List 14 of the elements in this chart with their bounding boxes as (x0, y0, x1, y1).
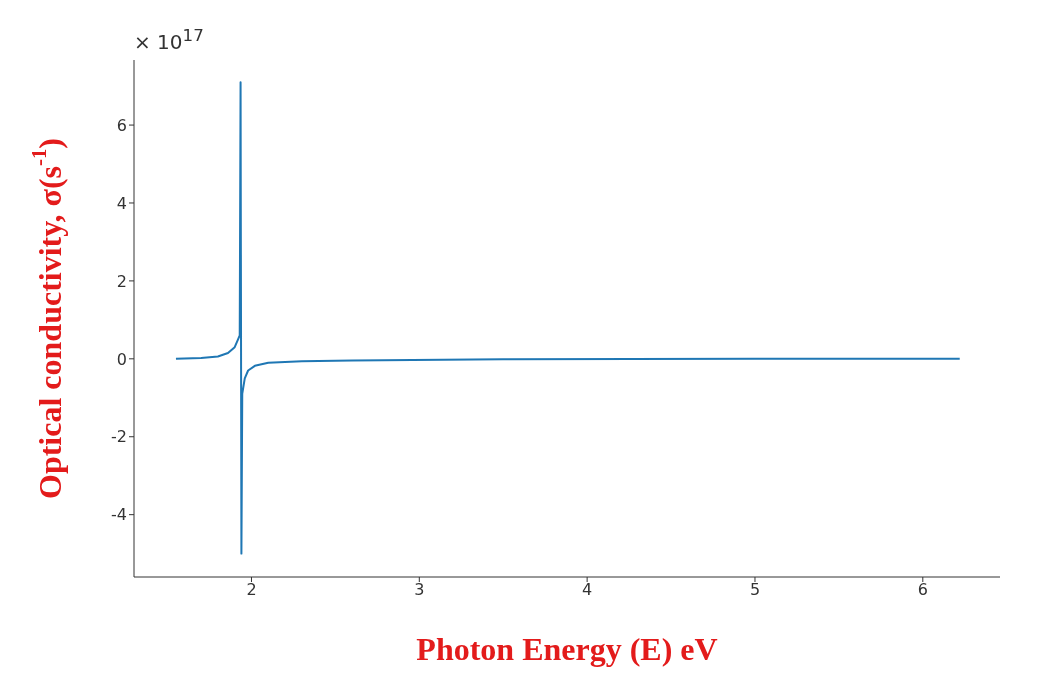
y-tick-label: -4 (111, 505, 127, 525)
x-tick-label: 2 (246, 580, 257, 600)
y-tick-label: 0 (116, 349, 127, 369)
y-tick-label: 2 (116, 271, 127, 291)
x-axis-title: Photon Energy (E) eV (416, 631, 718, 667)
y-tick-label: -2 (111, 427, 127, 447)
text: × 10$^{17}$ (134, 26, 204, 54)
x-tick-label: 3 (414, 580, 425, 600)
x-tick-label: 6 (917, 580, 928, 600)
x-tick-label: 5 (749, 580, 761, 600)
line-series (174, 81, 961, 555)
y-tick-label: 6 (116, 115, 127, 135)
x-tick-label: 4 (582, 580, 593, 600)
y-tick-label: 4 (116, 193, 127, 213)
